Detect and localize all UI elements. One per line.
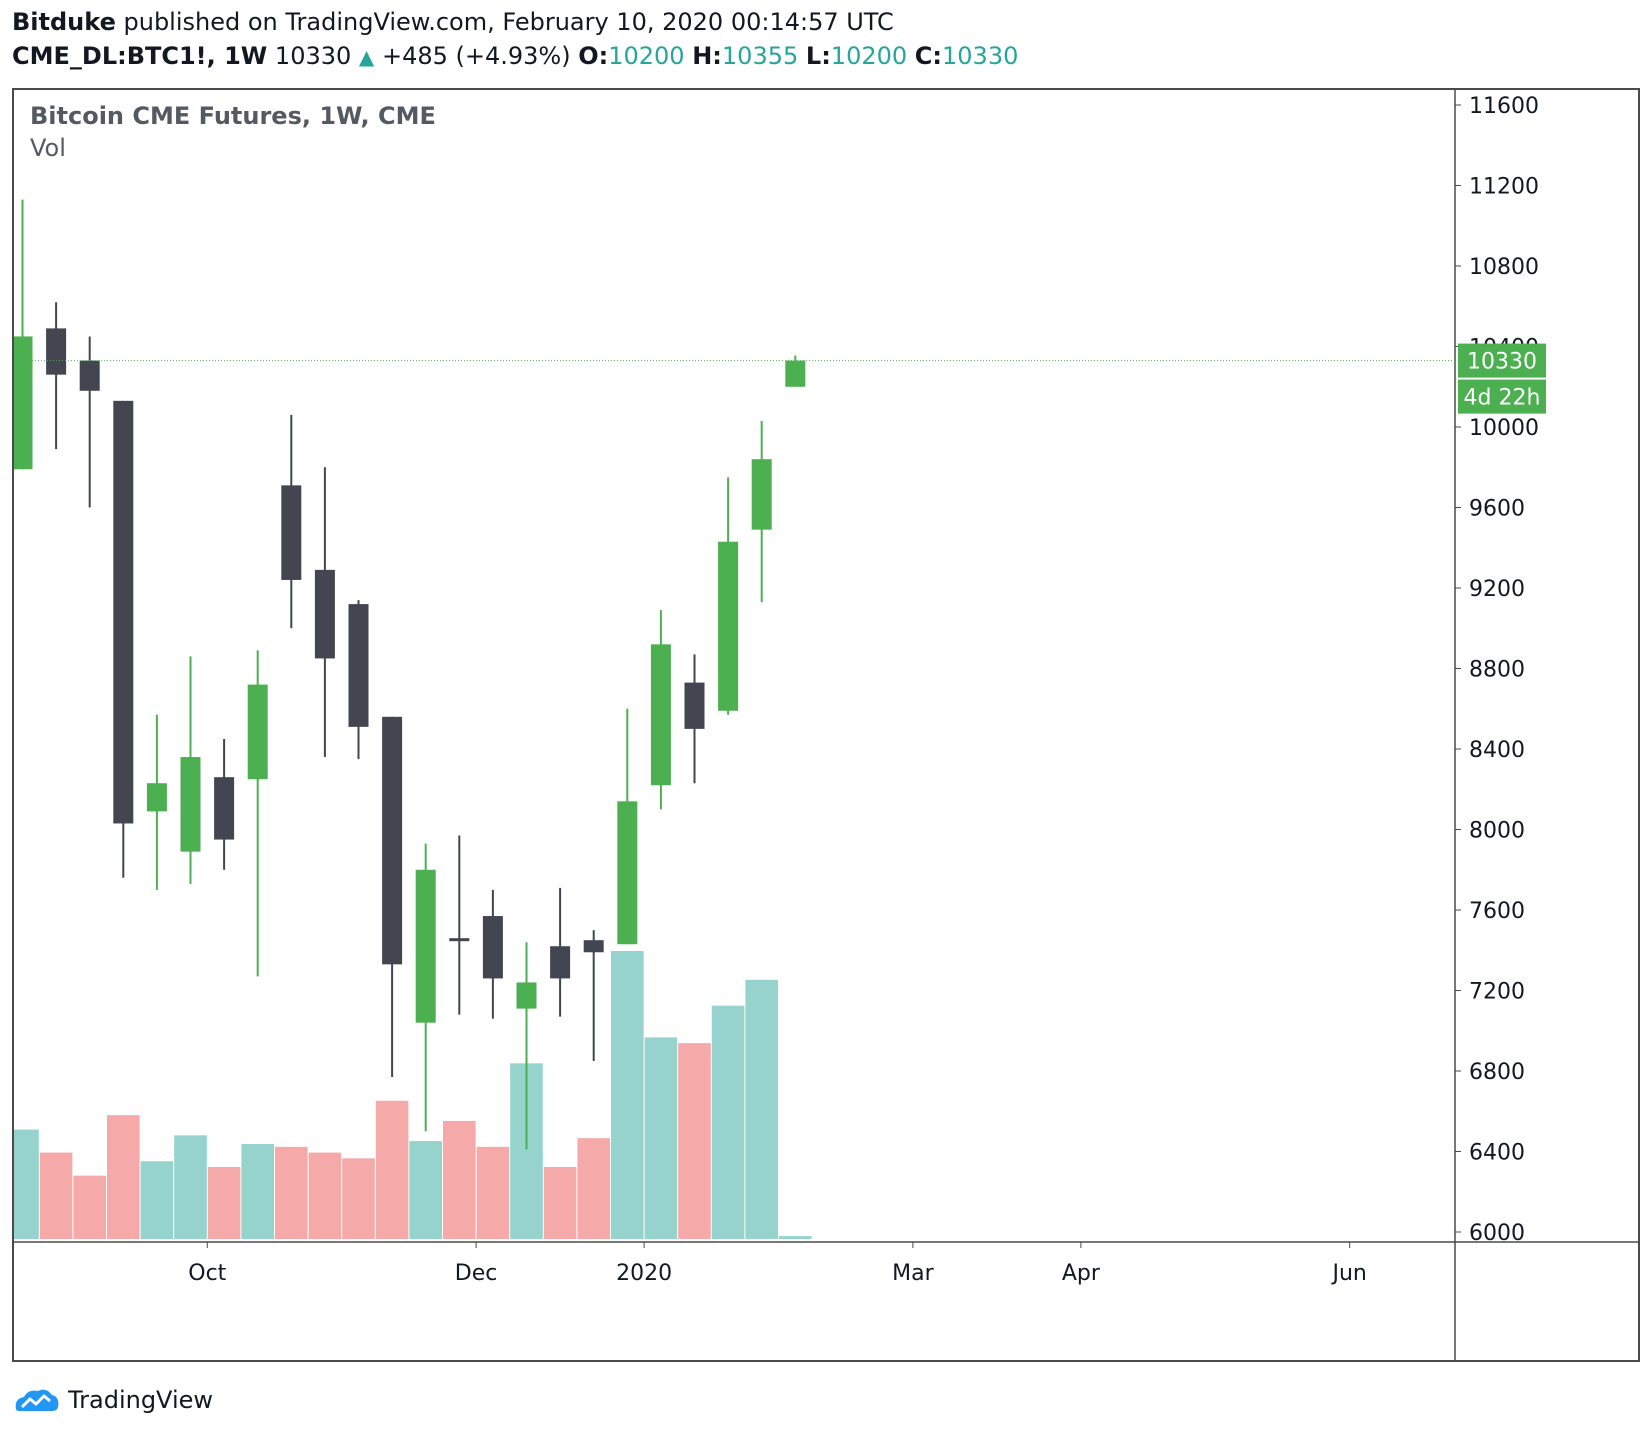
volume-bar bbox=[543, 1167, 577, 1239]
y-tick-label: 6800 bbox=[1469, 1060, 1525, 1085]
chart-title: Bitcoin CME Futures, 1W, CME bbox=[30, 102, 436, 130]
candle-down bbox=[214, 777, 235, 840]
y-tick-label: 9600 bbox=[1469, 497, 1525, 522]
countdown-label: 4d 22h bbox=[1464, 386, 1541, 411]
candle-down bbox=[382, 716, 403, 965]
y-tick-label: 8800 bbox=[1469, 658, 1525, 683]
price-change: +485 (+4.93%) bbox=[381, 42, 571, 70]
volume-indicator-label: Vol bbox=[30, 134, 66, 162]
x-tick-label: Apr bbox=[1062, 1261, 1101, 1286]
close-value: 10330 bbox=[942, 42, 1019, 70]
candle-up bbox=[146, 783, 167, 812]
candle-down bbox=[79, 360, 100, 391]
symbol-label: CME_DL:BTC1!, 1W bbox=[12, 42, 268, 70]
volume-bar bbox=[342, 1158, 375, 1239]
open-value: 10200 bbox=[608, 42, 685, 70]
candle-down bbox=[46, 328, 67, 375]
low-value: 10200 bbox=[830, 42, 908, 70]
volume-bar bbox=[241, 1143, 274, 1239]
open-label: O: bbox=[578, 42, 609, 70]
volume-bar bbox=[107, 1115, 140, 1239]
x-tick-label: Mar bbox=[892, 1261, 934, 1286]
candle-up bbox=[180, 757, 201, 852]
candle-down bbox=[314, 569, 335, 659]
volume-bar bbox=[476, 1146, 510, 1239]
up-arrow-icon: ▲ bbox=[358, 45, 375, 69]
close-label: C: bbox=[914, 42, 943, 70]
candle-up bbox=[617, 801, 638, 945]
candle-up bbox=[650, 644, 671, 786]
last-price-badge bbox=[1458, 343, 1546, 378]
volume-bar bbox=[711, 1005, 745, 1239]
high-value: 10355 bbox=[721, 42, 799, 70]
y-tick-label: 7600 bbox=[1469, 899, 1525, 924]
volume-bar bbox=[39, 1152, 73, 1239]
volume-bar bbox=[611, 951, 644, 1239]
candle-up bbox=[516, 982, 537, 1009]
volume-bar bbox=[577, 1138, 610, 1239]
candle-down bbox=[684, 682, 705, 729]
y-tick-label: 6000 bbox=[1469, 1221, 1525, 1246]
volume-bar bbox=[73, 1175, 106, 1239]
volume-bar bbox=[275, 1146, 308, 1239]
candle-down bbox=[113, 400, 134, 824]
volume-bar bbox=[174, 1135, 207, 1239]
candle-up bbox=[247, 684, 268, 780]
candle-up bbox=[785, 360, 806, 387]
candle-up bbox=[751, 459, 772, 530]
volume-bar bbox=[207, 1167, 241, 1239]
low-label: L: bbox=[805, 42, 831, 70]
footer: TradingView bbox=[12, 1382, 213, 1418]
volume-bar bbox=[375, 1100, 409, 1239]
x-tick-label: Dec bbox=[455, 1261, 498, 1286]
volume-bar bbox=[14, 1129, 39, 1239]
volume-bar bbox=[443, 1120, 476, 1239]
candle-down bbox=[550, 946, 571, 979]
volume-bar bbox=[678, 1043, 711, 1239]
y-tick-label: 8000 bbox=[1469, 819, 1525, 844]
symbol-header: CME_DL:BTC1!, 1W 10330 ▲ +485 (+4.93%) O… bbox=[12, 42, 1018, 70]
volume-bar bbox=[779, 1236, 812, 1239]
volume-bar bbox=[745, 979, 778, 1239]
x-tick-label: 2020 bbox=[616, 1261, 672, 1286]
y-tick-label: 11200 bbox=[1469, 175, 1539, 200]
y-tick-label: 9200 bbox=[1469, 577, 1525, 602]
candle-up bbox=[415, 869, 436, 1023]
chart-canvas[interactable]: 6000 6400 6800 7200 7600 8000 8400 8800 9200 9600… bbox=[14, 90, 1638, 1360]
high-label: H: bbox=[692, 42, 722, 70]
tradingview-logo-icon[interactable] bbox=[12, 1385, 60, 1415]
candle-down bbox=[583, 940, 604, 953]
y-tick-label: 10800 bbox=[1469, 255, 1539, 280]
candle-down bbox=[281, 485, 302, 580]
candle-up bbox=[14, 336, 33, 470]
footer-brand[interactable]: TradingView bbox=[68, 1386, 214, 1414]
candle-down bbox=[482, 916, 503, 979]
y-tick-label: 6400 bbox=[1469, 1141, 1525, 1166]
author-name[interactable]: Bitduke bbox=[12, 8, 116, 36]
countdown-badge bbox=[1458, 379, 1546, 414]
published-text: published on TradingView.com, February 1… bbox=[123, 8, 894, 36]
x-tick-label: Jun bbox=[1331, 1261, 1367, 1286]
volume-bar bbox=[140, 1161, 174, 1239]
publish-header: Bitduke published on TradingView.com, Fe… bbox=[12, 8, 894, 36]
candle-up bbox=[718, 541, 739, 711]
candle-down bbox=[449, 938, 470, 942]
y-tick-label: 7200 bbox=[1469, 980, 1525, 1005]
y-tick-label: 11600 bbox=[1469, 94, 1539, 119]
y-tick-label: 8400 bbox=[1469, 738, 1525, 763]
y-tick-label: 10000 bbox=[1469, 416, 1539, 441]
last-price-label: 10330 bbox=[1467, 350, 1537, 375]
volume-bar bbox=[644, 1037, 678, 1239]
chart-frame[interactable]: 6000 6400 6800 7200 7600 8000 8400 8800 9200 9600… bbox=[12, 88, 1640, 1362]
last-price: 10330 bbox=[274, 42, 352, 70]
candle-down bbox=[348, 604, 369, 727]
volume-bar bbox=[409, 1141, 442, 1239]
volume-bar bbox=[308, 1152, 342, 1239]
x-tick-label: Oct bbox=[188, 1261, 226, 1286]
